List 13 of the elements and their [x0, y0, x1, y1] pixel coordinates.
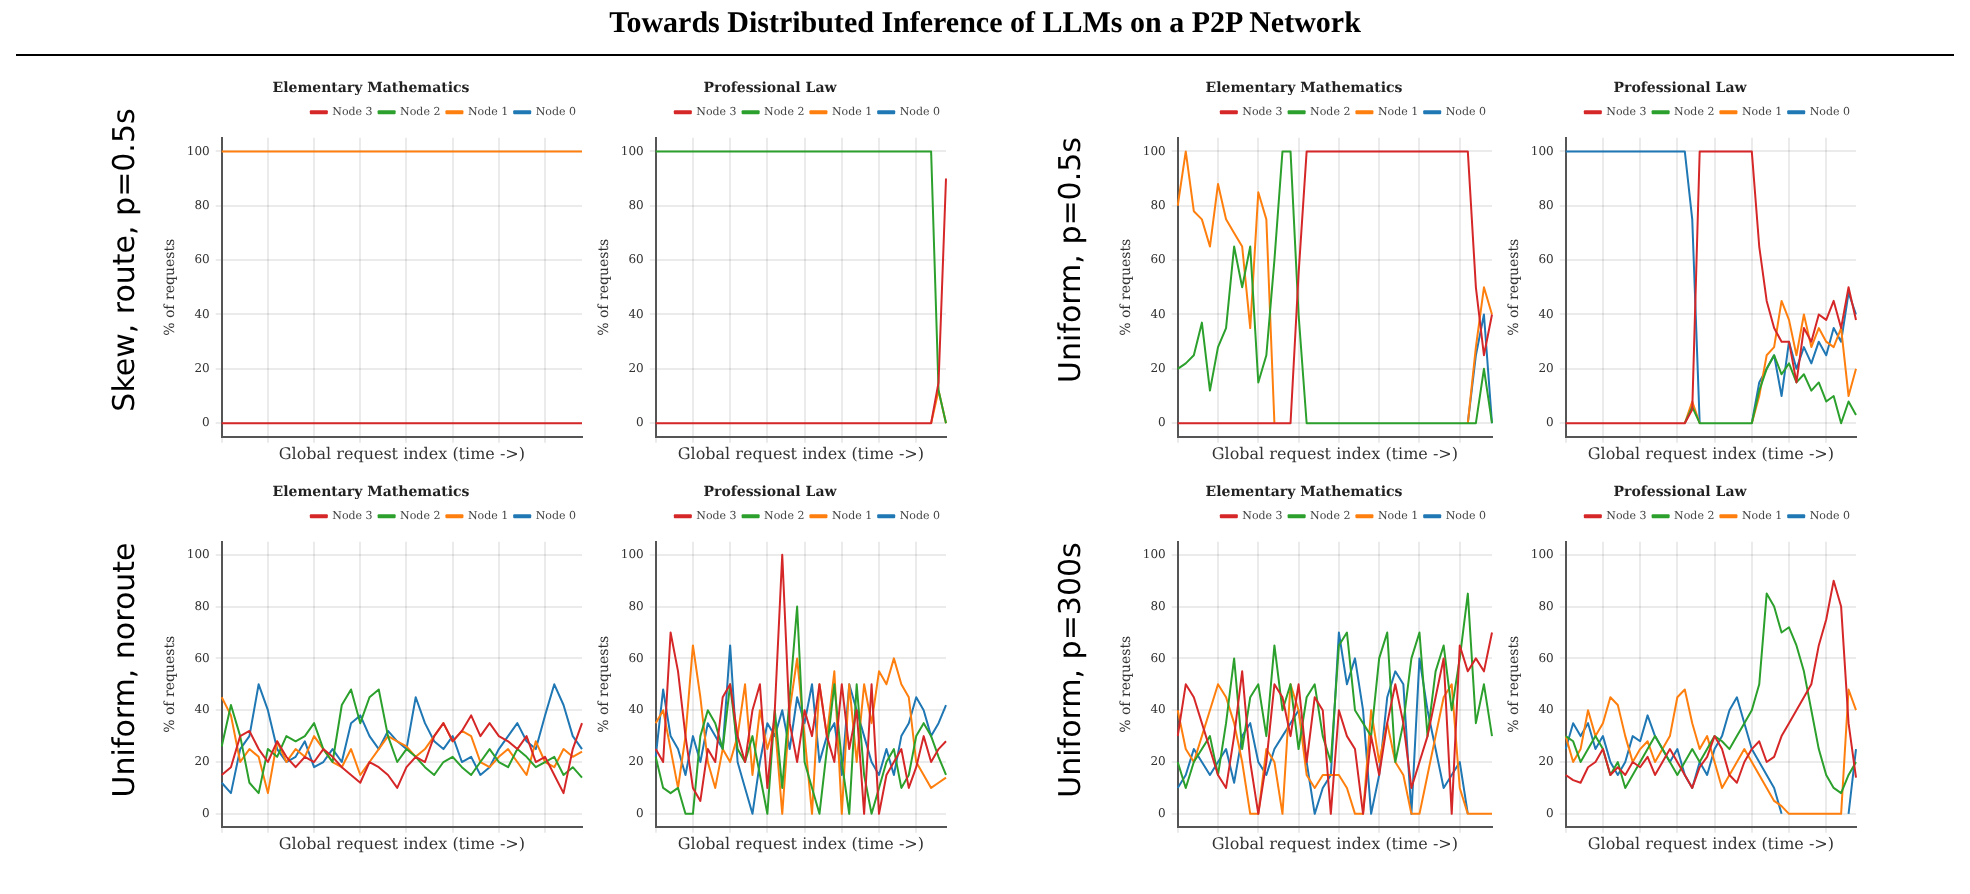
x-axis-title: Global request index (time ->)	[278, 834, 525, 853]
x-axis-title: Global request index (time ->)	[677, 444, 924, 463]
text: Uniform, noroute	[106, 542, 142, 798]
x-axis-title: Global request index (time ->)	[677, 834, 924, 853]
text: Skew, route, p=0.5s	[106, 108, 142, 412]
x-axis-title: Global request index (time ->)	[278, 444, 525, 463]
text: Towards Distributed Inference of LLMs on a P2P Network	[607, 8, 1363, 42]
x-axis-title: Global request index (time ->)	[1587, 834, 1834, 853]
text: Uniform, p=300s	[1052, 542, 1088, 798]
x-axis-title: Global request index (time ->)	[1211, 834, 1458, 853]
x-axis-title: Global request index (time ->)	[1211, 444, 1458, 463]
x-axis-title: Global request index (time ->)	[1587, 444, 1834, 463]
text: Uniform, p=0.5s	[1052, 137, 1088, 383]
